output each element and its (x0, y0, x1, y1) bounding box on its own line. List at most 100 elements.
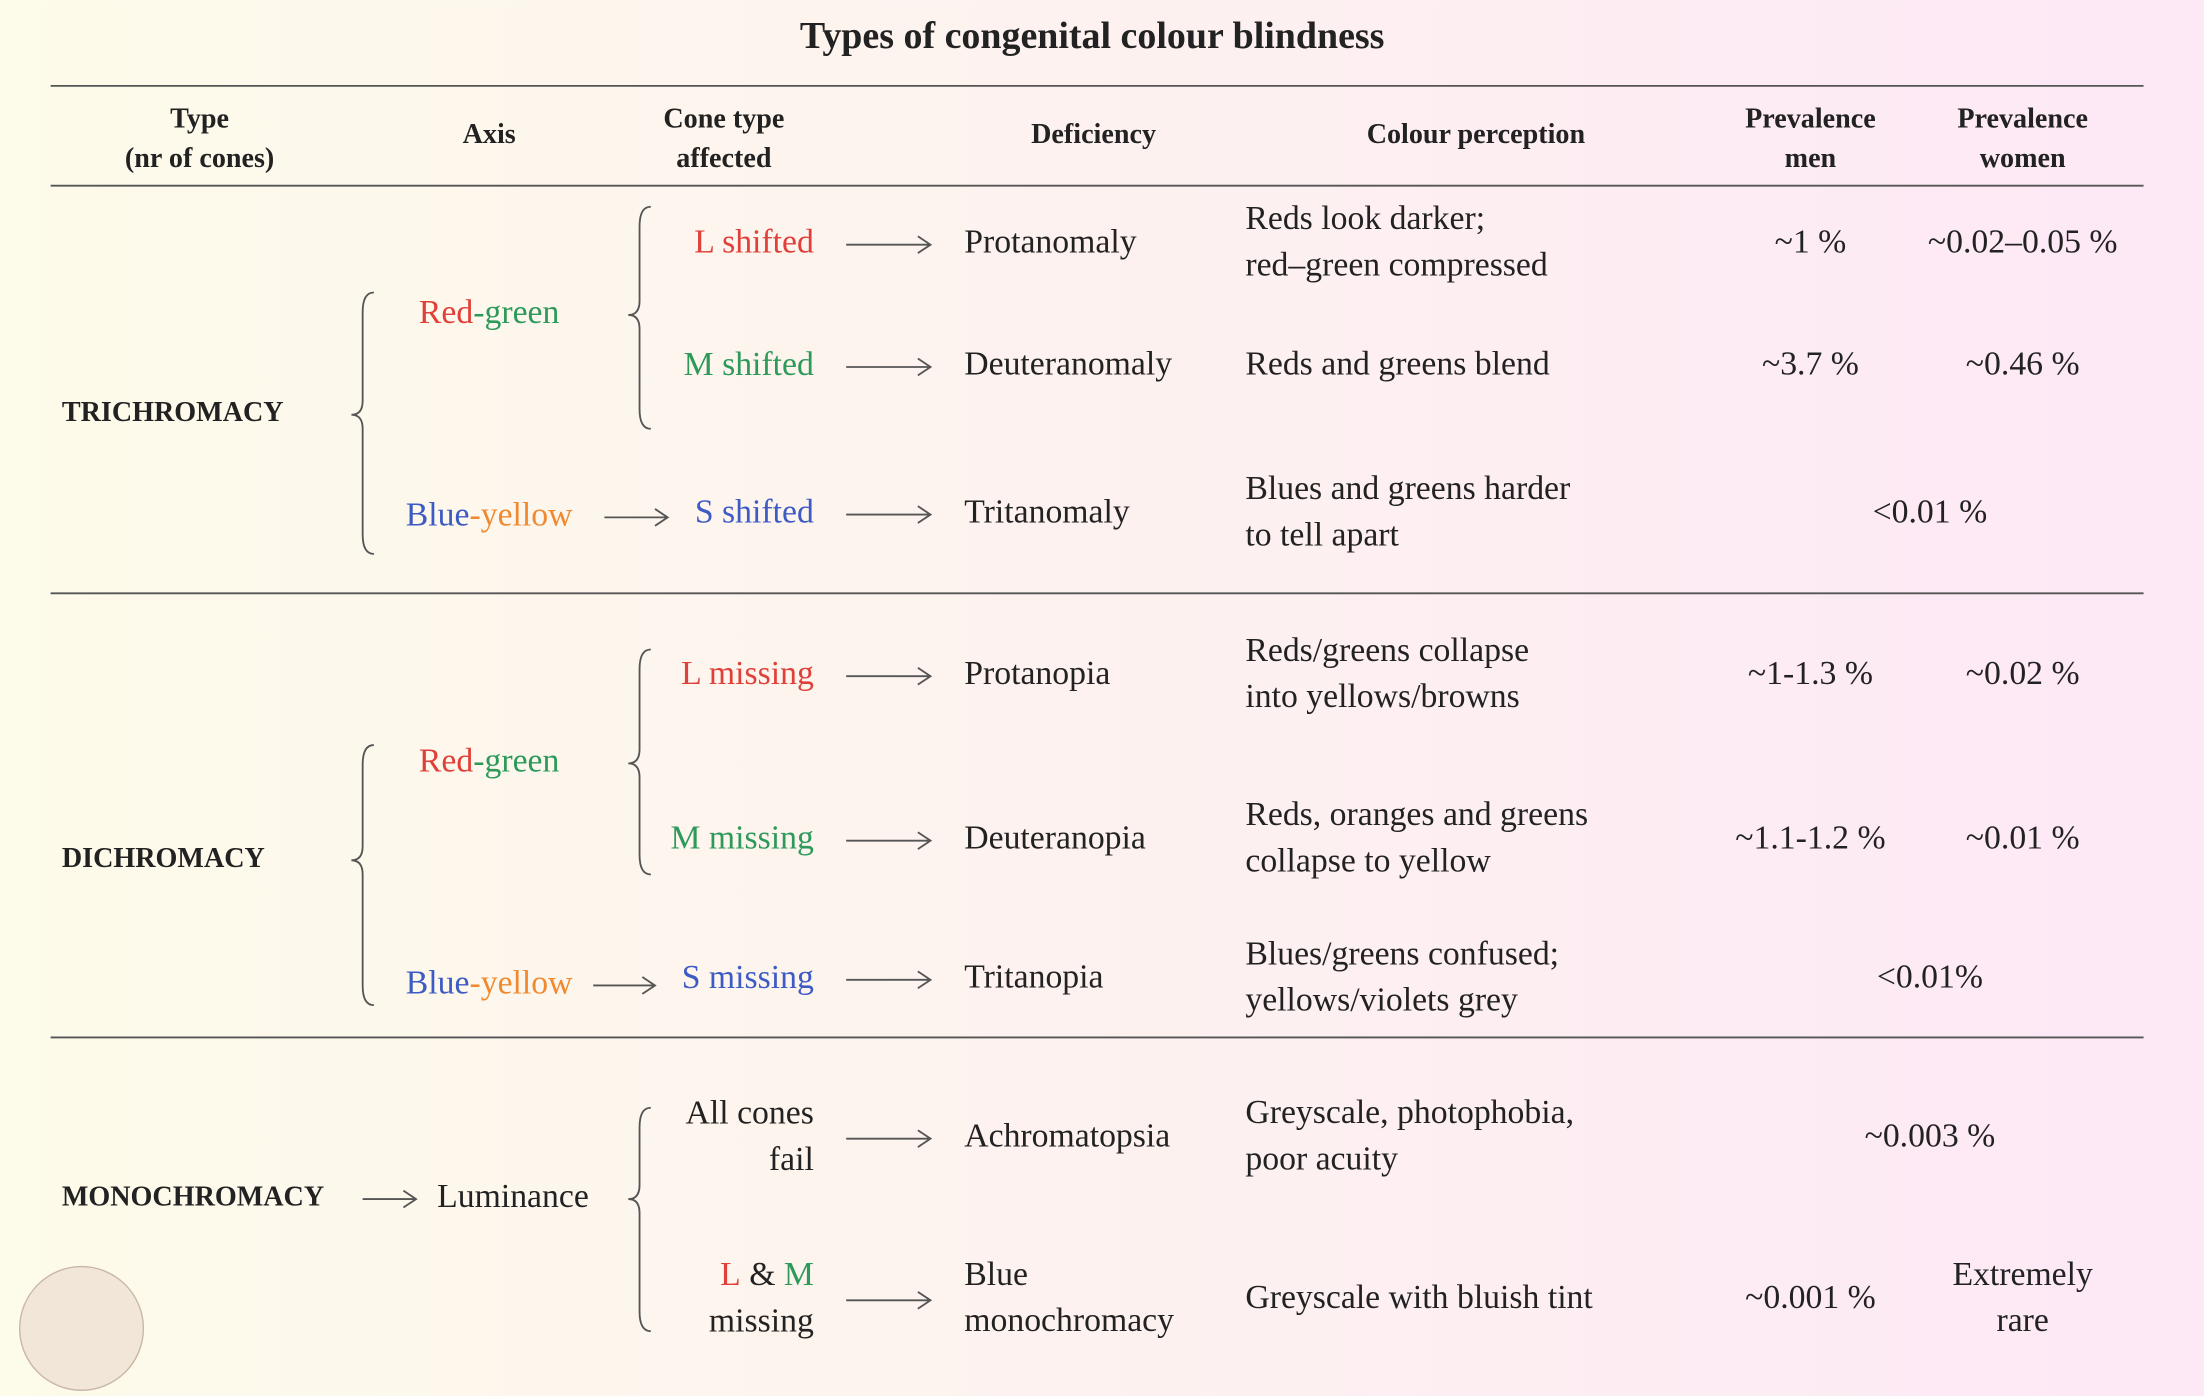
header: women (1980, 143, 2066, 174)
type-label: MONOCHROMACY (62, 1182, 324, 1213)
text-part: L (720, 1256, 741, 1293)
header: Colour perception (1367, 119, 1586, 150)
axis-label: Red-green (419, 294, 560, 331)
deficiency: Deuteranomaly (964, 346, 1172, 383)
brace (351, 291, 374, 555)
perception: Reds/greens collapse (1245, 632, 1529, 669)
perception: Greyscale, photophobia, (1245, 1094, 1574, 1131)
cone-label: L shifted (694, 223, 814, 260)
perception: Greyscale with bluish tint (1245, 1279, 1593, 1316)
arrow (593, 976, 657, 995)
perception: Reds, oranges and greens (1245, 796, 1588, 833)
text-part: Blue (406, 964, 470, 1001)
text-part: Blue (406, 496, 470, 533)
header: Cone type (663, 103, 784, 134)
text-part: -green (473, 742, 559, 779)
text-part: missing (709, 1302, 814, 1339)
deficiency: Protanomaly (964, 223, 1136, 260)
prevalence-men: ~0.001 % (1745, 1279, 1876, 1316)
cone-label: missing (709, 1302, 814, 1339)
header: Type (170, 103, 229, 134)
perception: poor acuity (1245, 1141, 1398, 1178)
brace (628, 648, 651, 876)
text-part: Luminance (437, 1178, 589, 1215)
perception: Blues and greens harder (1245, 470, 1570, 507)
deficiency: Blue (964, 1256, 1028, 1293)
text-part: M missing (671, 819, 814, 856)
cone-label: L & M (720, 1256, 814, 1293)
type-label: TRICHROMACY (62, 397, 284, 428)
header: Prevalence (1745, 103, 1876, 134)
text-part: All cones (686, 1094, 814, 1131)
prevalence-women: Extremely (1952, 1256, 2093, 1293)
deficiency: Protanopia (964, 655, 1110, 692)
prevalence-men: ~3.7 % (1762, 346, 1859, 383)
prevalence-men: ~1-1.3 % (1748, 655, 1873, 692)
prevalence: ~0.003 % (1865, 1117, 1996, 1154)
arrow (846, 667, 933, 686)
perception: Reds and greens blend (1245, 346, 1549, 383)
text-part: -green (473, 294, 559, 331)
text-part: M shifted (684, 346, 814, 383)
arrow (846, 235, 933, 254)
header: affected (676, 143, 772, 174)
axis-label: Red-green (419, 742, 560, 779)
header: men (1785, 143, 1837, 174)
cone-label: M shifted (684, 346, 814, 383)
cone-label: L missing (681, 655, 814, 692)
prevalence-women: ~0.02–0.05 % (1928, 223, 2118, 260)
brace (351, 744, 374, 1007)
text-part: S missing (682, 959, 814, 996)
axis-label: Blue-yellow (406, 496, 573, 533)
text-part: -yellow (469, 964, 573, 1001)
arrow (846, 357, 933, 377)
arrow (846, 1291, 933, 1310)
arrow (604, 508, 670, 527)
title: Types of congenital colour blindness (800, 15, 1385, 57)
deficiency: Tritanopia (964, 959, 1103, 996)
header: Prevalence (1957, 103, 2088, 134)
text-part: & (741, 1256, 784, 1293)
prevalence-women: ~0.02 % (1966, 655, 2080, 692)
deficiency: Achromatopsia (964, 1117, 1170, 1154)
logo (18, 1265, 145, 1391)
perception: collapse to yellow (1245, 843, 1491, 880)
perception: Reds look darker; (1245, 200, 1485, 237)
text-part: Red (419, 294, 473, 331)
arrow (846, 831, 933, 850)
perception: into yellows/browns (1245, 678, 1519, 715)
header: Axis (463, 119, 516, 150)
prevalence-men: ~1 % (1775, 223, 1847, 260)
arrow (362, 1189, 418, 1209)
cone-label: fail (769, 1141, 814, 1178)
prevalence-women: rare (1996, 1302, 2048, 1339)
prevalence-women: ~0.46 % (1966, 346, 2080, 383)
perception: red–green compressed (1245, 247, 1548, 284)
deficiency: Tritanomaly (964, 493, 1130, 530)
text-part: fail (769, 1141, 814, 1178)
deficiency: Deuteranopia (964, 819, 1146, 856)
brace (628, 205, 651, 430)
header: Deficiency (1031, 119, 1156, 150)
type-label: DICHROMACY (62, 843, 265, 874)
text-part: M (784, 1256, 814, 1293)
arrow (846, 970, 933, 990)
arrow (846, 505, 933, 524)
text-part: L shifted (694, 223, 814, 260)
text-part: -yellow (469, 496, 573, 533)
prevalence: <0.01 % (1873, 493, 1988, 530)
axis-label: Luminance (437, 1178, 589, 1215)
text-part: Red (419, 742, 473, 779)
cone-label: All cones (686, 1094, 814, 1131)
perception: to tell apart (1245, 516, 1399, 553)
perception: Blues/greens confused; (1245, 935, 1559, 972)
header: (nr of cones) (125, 143, 274, 174)
brace (628, 1106, 651, 1333)
prevalence-men: ~1.1-1.2 % (1735, 819, 1885, 856)
prevalence-women: ~0.01 % (1966, 819, 2080, 856)
cone-label: M missing (671, 819, 814, 856)
deficiency: monochromacy (964, 1302, 1174, 1339)
arrow (846, 1129, 933, 1148)
axis-label: Blue-yellow (406, 964, 573, 1001)
